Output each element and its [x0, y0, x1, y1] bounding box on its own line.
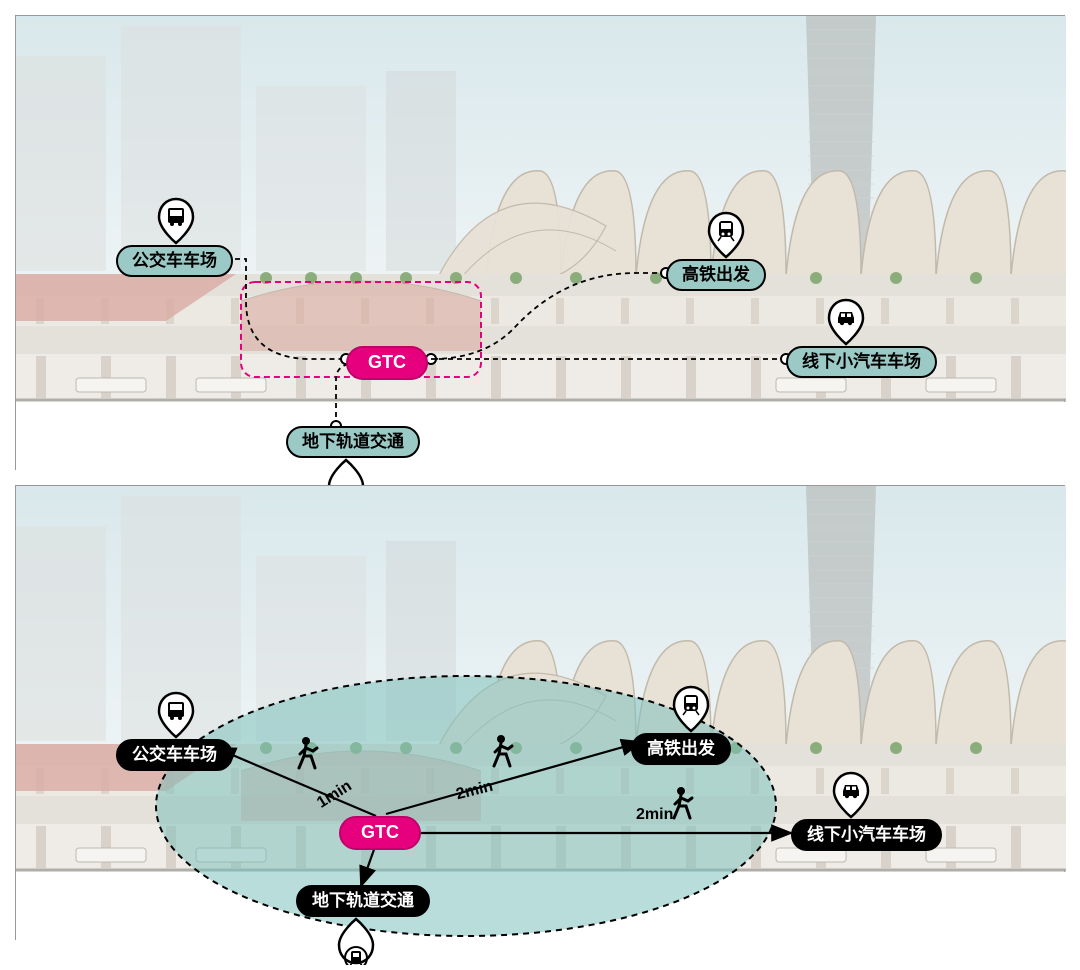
diagram-panel-2: 1min2min2min 公交车车场 高铁出发 线下小汽车车场 地下轨道交通 G…: [15, 485, 1065, 940]
diagram-panel-1: 公交车车场 高铁出发 线下小汽车车场 地下轨道交通 GTC: [15, 15, 1065, 470]
pedestrian-icon: [291, 736, 321, 776]
node-label: 线下小汽车车场: [786, 346, 937, 378]
gtc-node: GTC: [339, 816, 421, 850]
node-label: 地下轨道交通: [286, 426, 420, 458]
gtc-node: GTC: [346, 346, 428, 380]
bus-icon: [156, 197, 196, 247]
node-label: 线下小汽车车场: [791, 819, 942, 851]
node-label: 公交车车场: [116, 739, 233, 771]
node-label: 高铁出发: [666, 259, 766, 291]
car-icon: [831, 771, 871, 821]
node-label: 地下轨道交通: [296, 885, 430, 917]
pedestrian-icon: [666, 786, 696, 826]
train-icon: [706, 211, 746, 261]
metro-icon: [336, 915, 376, 965]
pedestrian-icon: [486, 734, 516, 774]
car-icon: [826, 298, 866, 348]
node-label: 公交车车场: [116, 245, 233, 277]
bus-icon: [156, 691, 196, 741]
train-icon: [671, 685, 711, 735]
node-label: 高铁出发: [631, 733, 731, 765]
